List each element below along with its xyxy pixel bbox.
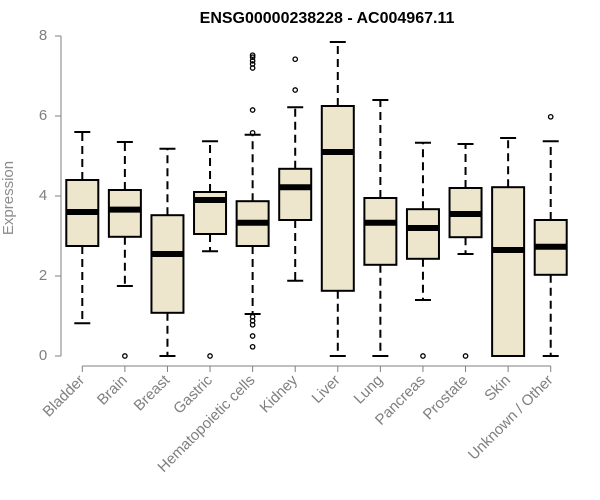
y-tick-label: 4 [39, 187, 47, 204]
iqr-box [491, 186, 526, 357]
chart-title: ENSG00000238228 - AC004967.11 [200, 10, 455, 27]
y-tick-label: 6 [39, 107, 47, 124]
box-breast [150, 147, 185, 357]
box-kidney [278, 56, 313, 282]
iqr-box [107, 189, 142, 238]
y-axis: 0 2 4 6 8 [39, 27, 62, 364]
box-skin [491, 137, 526, 357]
x-tick-label: Breast [131, 371, 174, 414]
box-liver [320, 41, 355, 357]
outlier-point [420, 353, 426, 359]
iqr-box [405, 208, 440, 260]
box-lung [363, 99, 398, 357]
box-brain [107, 141, 142, 359]
x-tick-label: Bladder [40, 372, 89, 421]
y-tick-label: 0 [39, 347, 47, 364]
outlier-point [292, 56, 299, 63]
outlier-point [249, 107, 256, 113]
iqr-box [278, 167, 313, 222]
box-bladder [65, 131, 100, 325]
x-tick-label: Prostate [420, 372, 472, 424]
box-gastric [193, 140, 228, 359]
outlier-point [249, 57, 256, 64]
box-series [65, 41, 568, 359]
x-tick-label: Brain [94, 372, 131, 409]
outlier-point [249, 333, 256, 339]
box-hematopoietic-cells [235, 52, 270, 350]
x-tick-label: Skin [481, 372, 514, 405]
outlier-point [207, 353, 213, 359]
outlier-point [249, 52, 256, 59]
y-tick-label: 8 [39, 27, 47, 44]
iqr-box [150, 214, 185, 314]
outlier-point [249, 54, 256, 61]
box-unknown-other [533, 113, 568, 357]
y-axis-label: Expression [0, 161, 17, 235]
box-prostate [448, 143, 483, 359]
outlier-point [292, 87, 299, 93]
outlier-point [249, 313, 256, 320]
outlier-point [462, 353, 469, 359]
outlier-point [249, 129, 256, 136]
x-tick-label: Liver [309, 372, 344, 407]
box-pancreas [405, 141, 440, 359]
x-tick-label: Kidney [257, 371, 302, 416]
iqr-box [320, 105, 355, 292]
outlier-point [122, 353, 128, 359]
iqr-box [363, 197, 398, 266]
y-tick-label: 2 [39, 267, 47, 284]
outlier-point [547, 113, 554, 120]
outlier-point [249, 61, 256, 67]
x-tick-label: Lung [351, 372, 387, 408]
outlier-point [249, 343, 256, 350]
